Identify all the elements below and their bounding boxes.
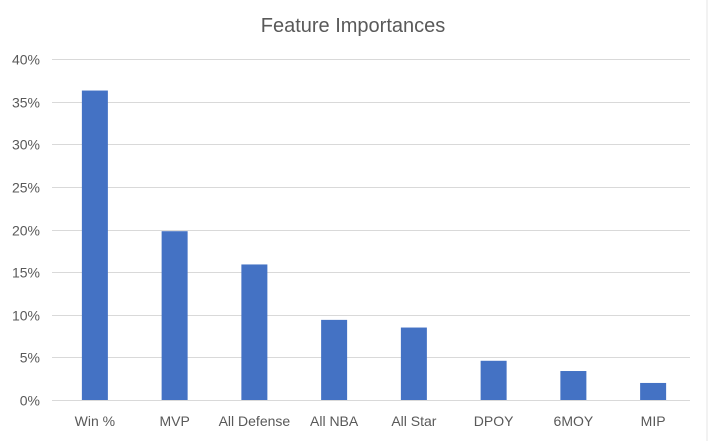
y-axis-tick-labels: 0% 5% 10% 15% 20% 25% 30% 35% 40% bbox=[12, 52, 40, 409]
bar bbox=[560, 371, 587, 400]
x-tick-label: DPOY bbox=[474, 413, 514, 429]
x-axis-tick-labels: Win % MVP All Defense All NBA All Star DPOY 6M… bbox=[75, 413, 666, 429]
y-tick-label: 15% bbox=[12, 265, 40, 281]
y-tick-label: 40% bbox=[12, 52, 40, 68]
x-tick-label: All Star bbox=[391, 413, 436, 429]
x-tick-label: MVP bbox=[159, 413, 189, 429]
bar bbox=[161, 231, 188, 400]
x-tick-label: Win % bbox=[75, 413, 115, 429]
y-tick-label: 20% bbox=[12, 223, 40, 239]
gridlines bbox=[52, 59, 690, 401]
bar bbox=[81, 90, 108, 400]
x-tick-label: 6MOY bbox=[554, 413, 594, 429]
bar bbox=[480, 360, 507, 400]
chart-title: Feature Importances bbox=[261, 15, 446, 37]
y-tick-label: 35% bbox=[12, 95, 40, 111]
bars bbox=[81, 90, 667, 400]
y-tick-label: 0% bbox=[20, 393, 40, 409]
y-tick-label: 5% bbox=[20, 350, 40, 366]
bar bbox=[321, 319, 348, 400]
bar bbox=[400, 327, 427, 400]
y-tick-label: 10% bbox=[12, 308, 40, 324]
bar bbox=[640, 382, 667, 400]
y-tick-label: 25% bbox=[12, 180, 40, 196]
x-tick-label: All NBA bbox=[310, 413, 359, 429]
y-tick-label: 30% bbox=[12, 137, 40, 153]
x-tick-label: MIP bbox=[641, 413, 666, 429]
bar bbox=[241, 264, 268, 400]
x-tick-label: All Defense bbox=[219, 413, 291, 429]
